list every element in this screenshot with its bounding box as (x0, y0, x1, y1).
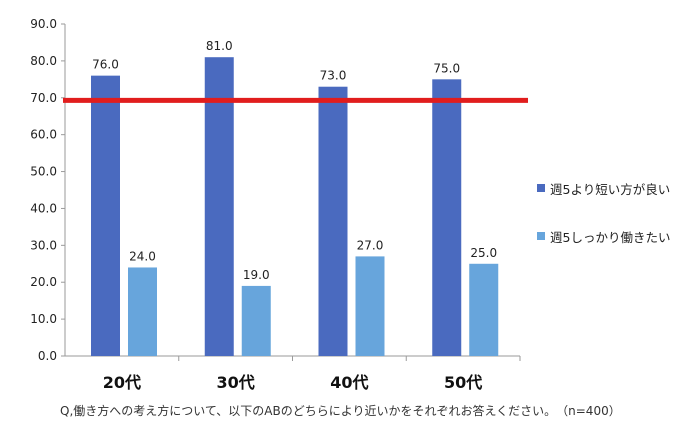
bar-data-label: 19.0 (243, 268, 270, 282)
legend-swatch-series-1 (537, 184, 545, 192)
bar-series-2 (469, 263, 499, 356)
y-tick-label: 80.0 (30, 54, 57, 68)
bar-series-2 (241, 285, 271, 356)
bar-series-1 (91, 75, 120, 357)
bar-series-1 (204, 57, 234, 356)
legend-label-series-1: 週5より短い方が良い (550, 181, 671, 197)
bar-data-label: 73.0 (320, 69, 347, 83)
legend-swatch-series-2 (537, 232, 545, 240)
x-category-label: 30代 (216, 373, 254, 392)
y-tick-label: 50.0 (30, 165, 57, 179)
y-tick-label: 10.0 (30, 312, 57, 326)
bar-data-label: 25.0 (470, 246, 497, 260)
bar-data-label: 27.0 (357, 238, 384, 252)
y-tick-label: 90.0 (30, 17, 57, 31)
bar-series-2 (355, 256, 385, 356)
bar-data-label: 24.0 (129, 249, 156, 263)
bar-series-1 (318, 86, 348, 356)
x-category-label: 50代 (444, 373, 482, 392)
legend-item-series-1: 週5より短い方が良い (537, 178, 670, 198)
y-tick-label: 0.0 (38, 349, 57, 363)
bar-series-1 (432, 79, 462, 356)
y-tick-label: 20.0 (30, 275, 57, 289)
bar-data-label: 75.0 (433, 61, 460, 75)
y-tick-label: 30.0 (30, 238, 57, 252)
bar-series-2 (128, 267, 157, 356)
question-footnote: Q,働き方への考え方について、以下のABのどちらにより近いかをそれぞれお答えくだ… (60, 404, 621, 418)
bar-data-label: 76.0 (92, 58, 119, 72)
legend-label-series-2: 週5しっかり働きたい (550, 229, 671, 245)
x-category-label: 20代 (103, 373, 141, 392)
y-tick-label: 40.0 (30, 201, 57, 215)
legend: 週5より短い方が良い 週5しっかり働きたい (537, 178, 670, 274)
y-tick-label: 60.0 (30, 128, 57, 142)
bar-data-label: 81.0 (206, 39, 233, 53)
x-category-label: 40代 (330, 373, 368, 392)
legend-item-series-2: 週5しっかり働きたい (537, 226, 670, 246)
y-tick-label: 70.0 (30, 91, 57, 105)
